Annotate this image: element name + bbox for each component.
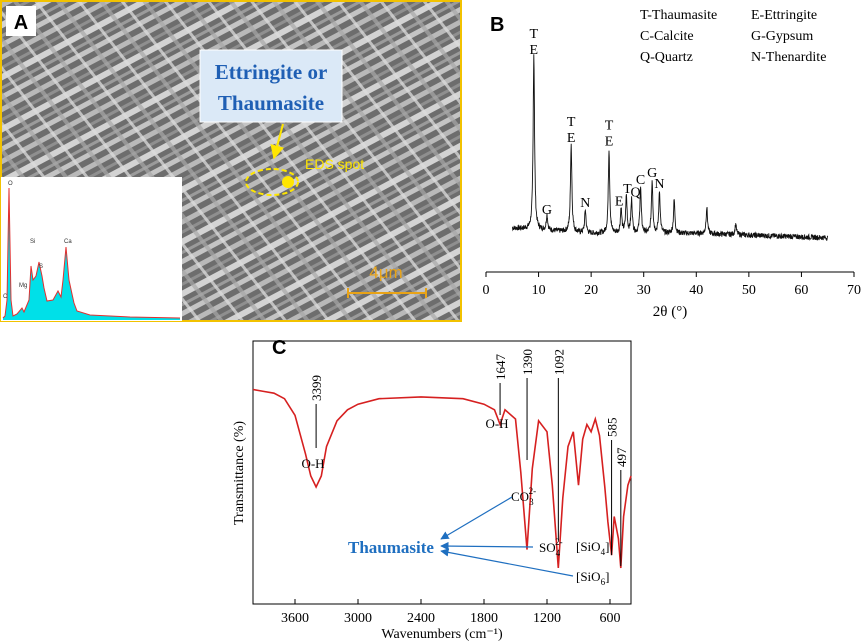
sem-image-border [0, 0, 462, 322]
ftir-x-tick-label: 3600 [281, 611, 309, 626]
panel-a-letter-box [6, 6, 36, 36]
xrd-x-tick-label: 0 [483, 283, 490, 298]
xrd-peak-label: T [530, 27, 539, 42]
co3-base: CO [511, 489, 529, 504]
band-label-sio4: [SiO4] [576, 539, 609, 557]
xrd-peak-label: E [605, 135, 614, 150]
ftir-x-ticks: 3600 3000 2400 1800 1200 600 [281, 599, 621, 626]
band-label-so4: SO42- [539, 537, 563, 558]
ftir-peak-label: 1390 [520, 349, 535, 375]
so4-sub: 4 [556, 548, 561, 558]
ftir-x-tick-label: 3000 [344, 611, 372, 626]
ftir-peak-label: 1092 [551, 349, 566, 375]
xrd-x-tick-label: 50 [742, 283, 756, 298]
ftir-peak-label: 585 [605, 418, 620, 438]
eds-inset-background [1, 177, 182, 321]
band-label-co3: CO32- [511, 486, 536, 507]
xrd-peak-label: E [567, 131, 576, 146]
co3-sub: 3 [529, 497, 534, 507]
legend-entry-gypsum: G-Gypsum [751, 29, 813, 44]
xrd-peak-label: T [605, 119, 614, 134]
panel-c: C Transmittance (%) Wavenumbers (cm⁻¹) 3… [232, 337, 632, 642]
arrow-sio6-to-thaumasite [440, 548, 574, 577]
panel-c-letter: C [272, 337, 286, 359]
sio4-base: [SiO [576, 539, 601, 554]
ftir-spectrum-line [252, 388, 632, 569]
xrd-peak-label: G [542, 203, 552, 218]
legend-entry-thenardite: N-Thenardite [751, 50, 826, 65]
sio6-sub: 6 [601, 577, 606, 587]
callout-arrow [270, 123, 284, 160]
xrd-pattern-line [511, 54, 829, 241]
legend-entry-calcite: C-Calcite [640, 29, 694, 44]
ftir-peak-label: 497 [614, 447, 629, 467]
callout-box [199, 49, 343, 123]
legend-entry-thaumasite: T-Thaumasite [640, 8, 717, 23]
band-label-oh-1: O-H [301, 456, 324, 471]
sio4-sub: 4 [601, 547, 606, 557]
xrd-x-ticks: 0 10 20 30 40 50 60 70 [483, 272, 861, 298]
ftir-plot-frame [252, 340, 632, 605]
ftir-x-tick-label: 1800 [470, 611, 498, 626]
xrd-x-tick-label: 30 [637, 283, 651, 298]
xrd-peak-label: E [615, 194, 624, 209]
xrd-legend: T-Thaumasite E-Ettringite C-Calcite G-Gy… [640, 8, 826, 65]
legend-entry-ettringite: E-Ettringite [751, 8, 817, 23]
xrd-peak-label: C [636, 173, 645, 188]
panel-b-letter: B [490, 14, 504, 36]
ftir-y-axis-label: Transmittance (%) [232, 421, 247, 525]
co3-sup: 2- [529, 486, 537, 496]
xrd-peak-label: Q [631, 186, 641, 201]
ftir-peak-label: 1647 [493, 354, 508, 381]
eds-label-ca: Ca [64, 239, 72, 245]
eds-spectrum-inset: O C Mg Si S Ca [1, 177, 182, 321]
eds-spectrum-line [2, 187, 181, 319]
xrd-x-tick-label: 40 [689, 283, 703, 298]
xrd-x-tick-label: 70 [847, 283, 861, 298]
band-label-sio6: [SiO6] [576, 569, 609, 587]
so4-sup: 2- [555, 537, 563, 547]
eds-label-mg: Mg [19, 283, 27, 289]
panel-a: A Ettringite or Thaumasite EDS spot 4μm … [0, 0, 462, 322]
sio4-suffix: ] [605, 539, 609, 554]
ftir-peak-label: 3399 [309, 375, 324, 401]
arrow-co3-to-thaumasite [440, 496, 513, 540]
so4-base: SO [539, 540, 556, 555]
xrd-peak-label: T [567, 115, 576, 130]
xrd-x-tick-label: 10 [532, 283, 546, 298]
eds-spot-marker [282, 176, 294, 188]
thaumasite-annotation: Thaumasite [348, 538, 434, 557]
xrd-x-axis-label: 2θ (°) [653, 304, 687, 320]
eds-spot-ring [245, 168, 299, 196]
band-label-oh-2: O-H [485, 416, 508, 431]
ftir-x-tick-label: 2400 [407, 611, 435, 626]
callout-line2: Thaumasite [218, 91, 324, 115]
xrd-x-tick-label: 20 [584, 283, 598, 298]
legend-entry-quartz: Q-Quartz [640, 50, 693, 65]
sio6-suffix: ] [605, 569, 609, 584]
ftir-x-tick-label: 600 [600, 611, 621, 626]
ftir-x-axis-label: Wavenumbers (cm⁻¹) [381, 627, 503, 642]
eds-label-si: Si [30, 239, 35, 245]
eds-label-c: C [3, 294, 8, 300]
eds-label-s: S [39, 264, 43, 270]
xrd-peak-label: G [647, 166, 657, 181]
callout-line1: Ettringite or [215, 60, 328, 84]
ftir-peak-labels: 3399 1647 1390 1092 585 497 [309, 349, 629, 566]
arrow-so4-to-thaumasite [440, 541, 534, 551]
ftir-x-tick-label: 1200 [533, 611, 561, 626]
xrd-peak-label: N [654, 177, 664, 192]
panel-b: B T-Thaumasite E-Ettringite C-Calcite G-… [483, 8, 862, 320]
eds-spot-label: EDS spot [305, 156, 364, 172]
xrd-peak-label: T [623, 182, 632, 197]
panel-a-letter: A [14, 12, 28, 34]
sio6-base: [SiO [576, 569, 601, 584]
xrd-peak-label: E [530, 43, 539, 58]
xrd-x-tick-label: 60 [794, 283, 808, 298]
scale-label: 4μm [369, 263, 402, 282]
eds-label-o: O [8, 181, 13, 187]
xrd-peak-label: N [580, 196, 590, 211]
